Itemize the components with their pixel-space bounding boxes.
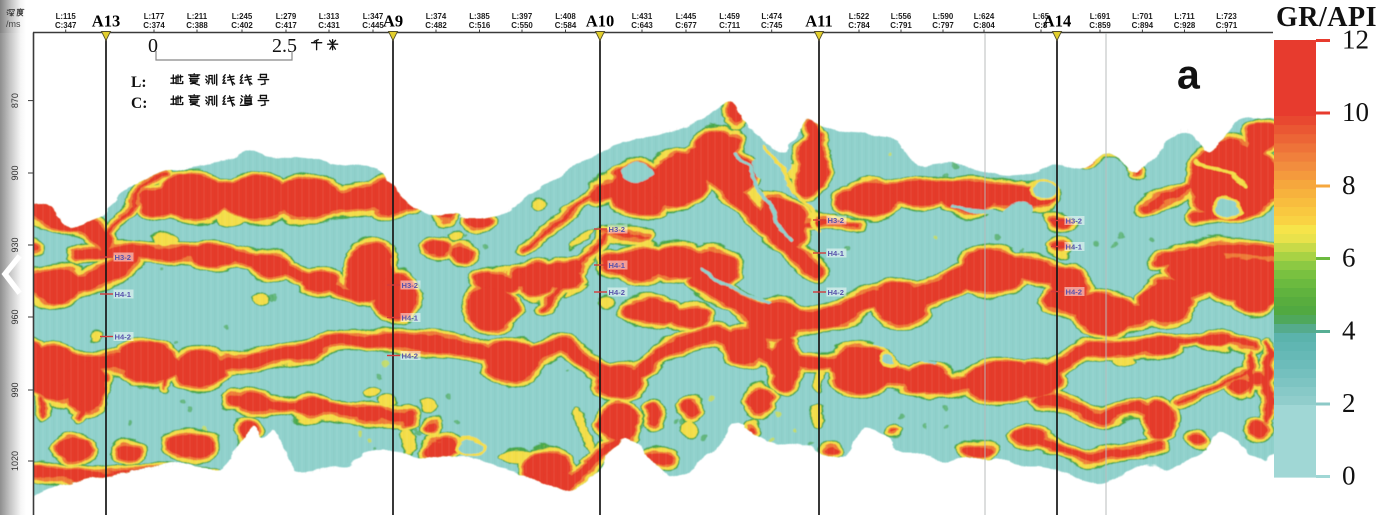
svg-text:C:516: C:516 [469,21,491,30]
svg-text:870: 870 [10,93,20,108]
svg-text:/ms: /ms [6,19,21,29]
svg-text:L:590: L:590 [933,12,954,21]
svg-text:A9: A9 [383,12,403,31]
svg-text:12: 12 [1342,25,1369,55]
svg-text:L:245: L:245 [232,12,253,21]
svg-text:990: 990 [10,382,20,397]
svg-text:H4-2: H4-2 [115,333,131,342]
svg-text:L:408: L:408 [555,12,576,21]
svg-text:C:791: C:791 [890,21,912,30]
svg-text:2.5: 2.5 [272,35,297,57]
svg-text:A11: A11 [805,12,833,31]
svg-text:C:971: C:971 [1216,21,1238,30]
svg-text:10: 10 [1342,97,1369,127]
svg-text:960: 960 [10,309,20,324]
svg-text:C:402: C:402 [231,21,253,30]
svg-text:L:474: L:474 [761,12,782,21]
svg-text:L:347: L:347 [363,12,384,21]
svg-text:L:313: L:313 [319,12,340,21]
svg-text:L:115: L:115 [56,12,77,21]
svg-text:H4-1: H4-1 [1066,243,1083,252]
svg-text:2: 2 [1342,388,1356,418]
svg-text:H4-2: H4-2 [609,288,625,297]
svg-text:C:347: C:347 [55,21,77,30]
svg-text:L:431: L:431 [632,12,653,21]
svg-text:H3-2: H3-2 [828,216,844,225]
svg-text:H3-2: H3-2 [609,225,625,234]
svg-text:H4-2: H4-2 [402,352,418,361]
svg-text:C:445: C:445 [362,21,384,30]
svg-text:L:459: L:459 [719,12,740,21]
svg-text:A14: A14 [1043,12,1071,31]
svg-text:H4-1: H4-1 [828,249,845,258]
svg-text:L:723: L:723 [1216,12,1237,21]
svg-text:C:784: C:784 [848,21,870,30]
svg-text:L:556: L:556 [891,12,912,21]
svg-text:0: 0 [148,35,158,57]
svg-text:C:859: C:859 [1089,21,1111,30]
svg-text:900: 900 [10,165,20,180]
svg-text:H4-1: H4-1 [402,314,419,323]
svg-text:L:397: L:397 [512,12,533,21]
svg-text:H3-2: H3-2 [402,281,418,290]
svg-text:C:388: C:388 [186,21,208,30]
svg-text:C:643: C:643 [631,21,653,30]
svg-text:C:417: C:417 [275,21,297,30]
svg-text:C:894: C:894 [1132,21,1154,30]
svg-text:930: 930 [10,237,20,252]
svg-text:C:804: C:804 [973,21,995,30]
svg-text:1020: 1020 [10,451,20,471]
svg-text:H3-2: H3-2 [1066,217,1082,226]
svg-text:L:711: L:711 [1174,12,1195,21]
svg-text:A13: A13 [92,12,120,31]
svg-text:C:550: C:550 [511,21,533,30]
svg-text:C:677: C:677 [675,21,697,30]
svg-text:C:8: C:8 [1035,21,1048,30]
svg-text:GR/API: GR/API [1276,2,1377,33]
svg-text:a: a [1177,52,1201,98]
svg-text:6: 6 [1342,243,1356,273]
svg-text:L:624: L:624 [974,12,995,21]
svg-text:C:745: C:745 [761,21,783,30]
svg-text:L:: L: [131,74,147,91]
svg-text:C:584: C:584 [555,21,577,30]
svg-text:H4-1: H4-1 [115,290,132,299]
svg-text:H4-1: H4-1 [609,261,626,270]
svg-text:L:177: L:177 [144,12,165,21]
svg-text:H4-2: H4-2 [1066,288,1082,297]
svg-text:L:374: L:374 [426,12,447,21]
svg-text:L:445: L:445 [676,12,697,21]
svg-text:8: 8 [1342,170,1356,200]
svg-text:C:: C: [131,95,147,112]
svg-text:L:522: L:522 [849,12,870,21]
svg-text:H4-2: H4-2 [828,288,844,297]
svg-text:L:385: L:385 [469,12,490,21]
svg-text:C:431: C:431 [318,21,340,30]
svg-text:4: 4 [1342,316,1356,346]
svg-text:C:928: C:928 [1174,21,1196,30]
svg-text:L:211: L:211 [187,12,208,21]
svg-text:H3-2: H3-2 [115,253,131,262]
svg-text:A10: A10 [586,12,614,31]
svg-text:L:65: L:65 [1033,12,1050,21]
svg-text:L:279: L:279 [276,12,297,21]
svg-text:L:701: L:701 [1132,12,1153,21]
svg-text:C:482: C:482 [425,21,447,30]
svg-text:C:711: C:711 [719,21,741,30]
svg-text:L:691: L:691 [1090,12,1111,21]
svg-text:C:797: C:797 [932,21,954,30]
svg-text:C:374: C:374 [143,21,165,30]
svg-text:0: 0 [1342,461,1356,491]
